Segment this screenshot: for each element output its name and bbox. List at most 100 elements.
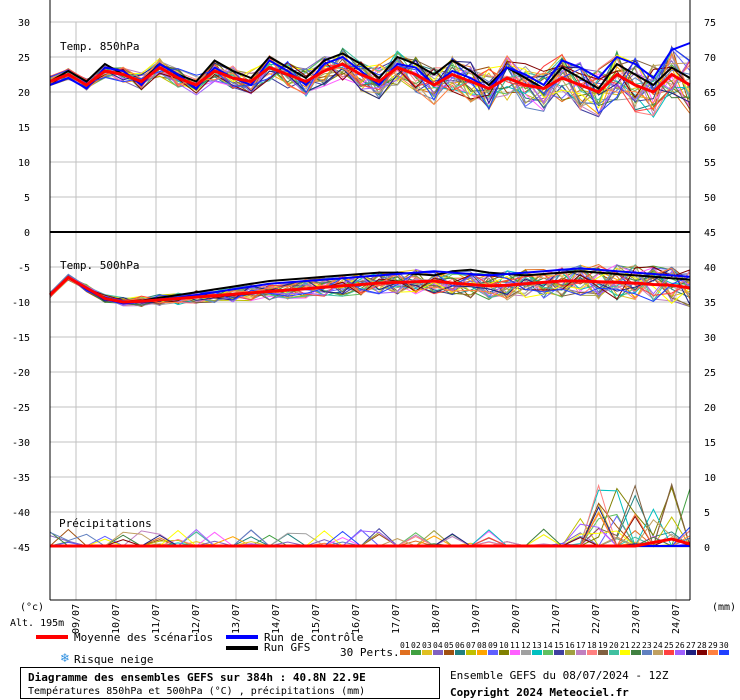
series-mean-t500 (48, 275, 691, 304)
pert-swatch (532, 650, 542, 655)
pert-swatch (444, 650, 454, 655)
legend-mean: Moyenne des scénarios (74, 631, 213, 644)
pert-swatch (477, 650, 487, 655)
perturbation-line-t500 (49, 271, 691, 304)
pert-number: 01 (400, 641, 410, 650)
chart-grid (50, 21, 690, 600)
x-tick-label: 09/07 (71, 604, 82, 634)
x-tick-label: 13/07 (231, 604, 242, 634)
left-tick-label: -40 (12, 508, 30, 519)
main-series-lines (48, 42, 691, 548)
right-tick-label: 50 (704, 193, 716, 204)
legend-perts: 30 Perts. (340, 646, 400, 659)
footer-subtitle: Températures 850hPa et 500hPa (°C) , pré… (28, 685, 365, 697)
pert-number: 23 (642, 641, 652, 650)
right-tick-label: 75 (704, 18, 716, 29)
pert-number: 03 (422, 641, 432, 650)
x-tick-label: 21/07 (551, 604, 562, 634)
x-tick-label: 15/07 (311, 604, 322, 634)
legend-snow: Risque neige (74, 653, 153, 666)
perturbation-legend: 01 02 03 04 05 06 07 08 09 10 11 12 13 14 15 16 17 18 19 20… (400, 641, 729, 655)
pert-swatch (686, 650, 696, 655)
pert-number: 06 (455, 641, 465, 650)
panel-label-precip: Précipitations (59, 517, 152, 530)
x-tick-label: 12/07 (191, 604, 202, 634)
pert-swatch (510, 650, 520, 655)
chart-axes: 302520151050-5-10-15-20-25-30-35-40-4575… (12, 0, 716, 634)
pert-swatch (587, 650, 597, 655)
pert-swatch (400, 650, 410, 655)
pert-swatch (620, 650, 630, 655)
x-tick-label: 17/07 (391, 604, 402, 634)
pert-swatch (565, 650, 575, 655)
pert-swatch (708, 650, 718, 655)
pert-swatch (554, 650, 564, 655)
right-tick-label: 55 (704, 158, 716, 169)
left-tick-label: 10 (18, 158, 30, 169)
left-tick-label: -5 (18, 263, 30, 274)
pert-number: 08 (477, 641, 487, 650)
pert-number: 28 (697, 641, 707, 650)
pert-swatch (521, 650, 531, 655)
pert-swatch (466, 650, 476, 655)
pert-number: 16 (565, 641, 575, 650)
pert-number: 04 (433, 641, 443, 650)
left-tick-label: 5 (24, 193, 30, 204)
left-tick-label: -45 (12, 543, 30, 554)
pert-number: 27 (686, 641, 696, 650)
right-tick-label: 0 (704, 543, 710, 554)
pert-swatch (543, 650, 553, 655)
left-tick-label: -35 (12, 473, 30, 484)
x-tick-label: 18/07 (431, 604, 442, 634)
left-tick-label: -25 (12, 403, 30, 414)
x-tick-label: 16/07 (351, 604, 362, 634)
right-tick-label: 60 (704, 123, 716, 134)
left-tick-label: -10 (12, 298, 30, 309)
pert-number: 09 (488, 641, 498, 650)
left-tick-label: -30 (12, 438, 30, 449)
left-tick-label: 0 (24, 228, 30, 239)
series-mean-precip (50, 537, 691, 548)
left-tick-label: -20 (12, 368, 30, 379)
footer-box (20, 667, 440, 699)
perturbation-line-t850 (49, 51, 691, 109)
right-tick-label: 65 (704, 88, 716, 99)
right-axis-unit: (mm) (712, 602, 736, 613)
x-tick-label: 11/07 (151, 604, 162, 634)
pert-swatch (499, 650, 509, 655)
snowflake-icon: ❄ (60, 651, 70, 665)
pert-number: 12 (521, 641, 531, 650)
altitude-label: Alt. 195m (10, 618, 64, 629)
right-tick-label: 40 (704, 263, 716, 274)
pert-swatch (609, 650, 619, 655)
pert-number: 26 (675, 641, 685, 650)
pert-number: 21 (620, 641, 630, 650)
pert-swatch (433, 650, 443, 655)
pert-number: 17 (576, 641, 586, 650)
x-tick-label: 10/07 (111, 604, 122, 634)
footer-run: Ensemble GEFS du 08/07/2024 - 12Z (450, 669, 669, 682)
x-tick-label: 22/07 (591, 604, 602, 634)
pert-number: 14 (543, 641, 553, 650)
pert-swatch (598, 650, 608, 655)
right-tick-label: 30 (704, 333, 716, 344)
pert-swatch (653, 650, 663, 655)
pert-swatch (642, 650, 652, 655)
right-tick-label: 35 (704, 298, 716, 309)
right-tick-label: 20 (704, 403, 716, 414)
pert-swatch (411, 650, 421, 655)
pert-number: 18 (587, 641, 597, 650)
left-tick-label: 30 (18, 18, 30, 29)
legend-control: Run de contrôle (264, 631, 363, 644)
pert-number: 29 (708, 641, 718, 650)
footer-title: Diagramme des ensembles GEFS sur 384h : … (28, 671, 366, 684)
right-tick-label: 25 (704, 368, 716, 379)
panel-label-t500: Temp. 500hPa (60, 259, 139, 272)
pert-number: 15 (554, 641, 564, 650)
pert-swatch (719, 650, 729, 655)
perturbation-line-t500 (49, 267, 691, 304)
right-tick-label: 70 (704, 53, 716, 64)
pert-number: 07 (466, 641, 476, 650)
pert-number: 30 (719, 641, 729, 650)
